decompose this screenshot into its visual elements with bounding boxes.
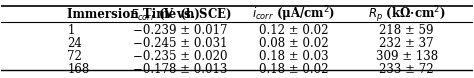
Text: Immersion Time (h): Immersion Time (h) [67, 8, 200, 21]
Text: 0.12 ± 0.02: 0.12 ± 0.02 [259, 24, 328, 37]
Text: 24: 24 [67, 37, 82, 50]
Text: −0.178 ± 0.013: −0.178 ± 0.013 [133, 63, 228, 76]
Text: 168: 168 [67, 63, 90, 76]
Text: 0.18 ± 0.03: 0.18 ± 0.03 [259, 50, 328, 63]
Text: 72: 72 [67, 50, 82, 63]
Text: 309 ± 138: 309 ± 138 [375, 50, 438, 63]
Text: 0.08 ± 0.02: 0.08 ± 0.02 [259, 37, 328, 50]
Text: 1: 1 [67, 24, 75, 37]
Text: −0.245 ± 0.031: −0.245 ± 0.031 [133, 37, 228, 50]
Text: −0.235 ± 0.020: −0.235 ± 0.020 [133, 50, 228, 63]
Text: $i_{corr}$ (μA/cm$^2$): $i_{corr}$ (μA/cm$^2$) [252, 5, 335, 24]
Text: 0.18 ± 0.02: 0.18 ± 0.02 [259, 63, 328, 76]
Text: 218 ± 59: 218 ± 59 [379, 24, 434, 37]
Text: 232 ± 37: 232 ± 37 [379, 37, 434, 50]
Text: $E_{corr}$ (V vs. SCE): $E_{corr}$ (V vs. SCE) [129, 7, 231, 22]
Text: 233 ± 72: 233 ± 72 [379, 63, 434, 76]
Text: $R_p$ (kΩ·cm$^2$): $R_p$ (kΩ·cm$^2$) [368, 4, 446, 25]
Text: −0.239 ± 0.017: −0.239 ± 0.017 [133, 24, 228, 37]
